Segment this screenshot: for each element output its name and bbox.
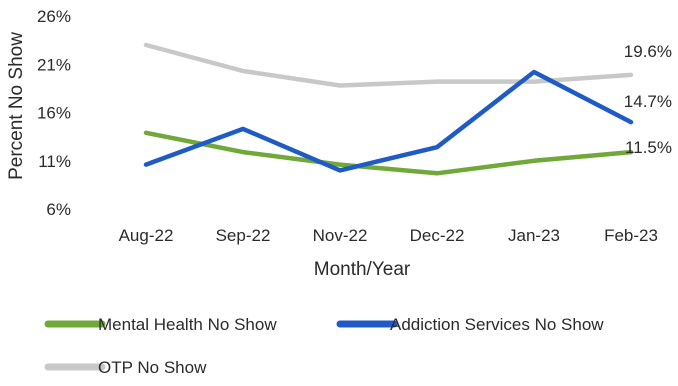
x-tick-label: Aug-22	[119, 226, 174, 245]
legend-label: OTP No Show	[98, 358, 207, 377]
x-axis-ticks: Aug-22 Sep-22 Nov-22 Dec-22 Jan-23 Feb-23	[119, 226, 658, 245]
legend-item: Addiction Services No Show	[336, 315, 604, 334]
y-tick-label: 6%	[46, 200, 71, 219]
legend-label: Mental Health No Show	[98, 315, 277, 334]
series-lines	[143, 42, 634, 176]
series-line	[143, 42, 634, 88]
legend-item: Mental Health No Show	[44, 315, 277, 334]
series-end-label: 11.5%	[625, 138, 672, 157]
x-tick-label: Sep-22	[216, 226, 271, 245]
x-axis-title: Month/Year	[314, 259, 411, 280]
series-line	[143, 130, 634, 176]
end-data-labels: 11.5% 14.7% 19.6%	[624, 42, 672, 157]
series-end-label: 14.7%	[624, 92, 672, 111]
legend: Mental Health No Show Addiction Services …	[44, 315, 604, 377]
y-tick-label: 16%	[37, 104, 71, 123]
legend-item: OTP No Show	[44, 358, 207, 377]
x-tick-label: Jan-23	[508, 226, 560, 245]
series-line	[143, 69, 634, 173]
x-tick-label: Nov-22	[313, 226, 368, 245]
series-end-label: 19.6%	[624, 42, 672, 61]
y-axis-title: Percent No Show	[6, 32, 27, 180]
y-tick-label: 21%	[37, 55, 71, 74]
x-tick-label: Dec-22	[410, 226, 465, 245]
y-tick-label: 11%	[38, 152, 71, 171]
legend-label: Addiction Services No Show	[390, 315, 604, 334]
y-tick-label: 26%	[37, 7, 71, 26]
y-axis-ticks: 6% 11% 16% 21% 26%	[37, 7, 71, 219]
x-tick-label: Feb-23	[604, 226, 658, 245]
